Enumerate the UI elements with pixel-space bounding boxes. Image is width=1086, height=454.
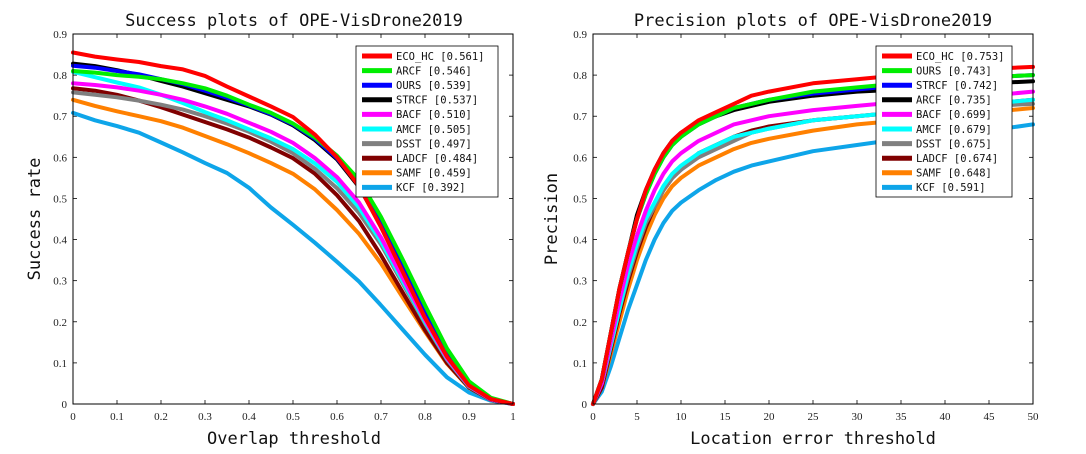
y-tick-label: 0.1 [573, 358, 587, 370]
x-axis-label: Location error threshold [690, 429, 936, 449]
x-tick-label: 45 [984, 411, 996, 423]
legend-entry: SAMF [0.459] [396, 168, 472, 180]
x-tick-label: 5 [634, 411, 640, 423]
x-tick-label: 0.8 [418, 411, 432, 423]
series-line [71, 110, 515, 406]
y-tick-label: 0.6 [573, 152, 587, 164]
x-tick-label: 40 [940, 411, 952, 423]
legend-entry: KCF [0.392] [396, 182, 466, 194]
chart-title: Success plots of OPE-VisDrone2019 [125, 11, 463, 31]
legend-entry: OURS [0.539] [396, 80, 472, 92]
legend-entry: BACF [0.510] [396, 109, 472, 121]
y-axis-label: Success rate [25, 158, 45, 281]
y-tick-label: 0.7 [53, 111, 67, 123]
y-tick-label: 0.8 [573, 70, 587, 82]
legend-entry: AMCF [0.505] [396, 124, 472, 136]
plot-frame [592, 33, 1034, 405]
x-tick-label: 0.2 [154, 411, 168, 423]
x-tick-label: 0.6 [330, 411, 344, 423]
y-ticks: 0 0.1 0.2 0.3 0.4 0.5 0.6 0.7 0.8 0.9 [53, 29, 513, 411]
x-tick-label: 25 [808, 411, 820, 423]
legend-entry: ARCF [0.735] [916, 95, 992, 107]
legend-entry: SAMF [0.648] [916, 168, 992, 180]
y-tick-label: 0.1 [53, 358, 67, 370]
x-tick-label: 15 [720, 411, 732, 423]
y-tick-label: 0 [582, 399, 588, 411]
y-ticks: 0 0.1 0.2 0.3 0.4 0.5 0.6 0.7 0.8 0.9 [573, 29, 1033, 411]
legend-entry: DSST [0.675] [916, 138, 992, 150]
success-plot: Success plots of OPE-VisDrone2019 Overla… [25, 11, 516, 449]
x-tick-label: 0 [70, 411, 76, 423]
legend-entry: OURS [0.743] [916, 65, 992, 77]
y-tick-label: 0.8 [53, 70, 67, 82]
legend-entry: STRCF [0.537] [396, 95, 478, 107]
x-tick-label: 1 [510, 411, 516, 423]
legend-entry: LADCF [0.484] [396, 153, 478, 165]
legend-entry: STRCF [0.742] [916, 80, 998, 92]
legend-entry: DSST [0.497] [396, 138, 472, 150]
series-lines [71, 50, 515, 406]
x-tick-label: 0 [590, 411, 596, 423]
legend-entry: BACF [0.699] [916, 109, 992, 121]
precision-plot: Precision plots of OPE-VisDrone2019 Loca… [542, 11, 1039, 449]
x-tick-label: 35 [896, 411, 908, 423]
x-tick-label: 0.3 [198, 411, 212, 423]
y-tick-label: 0.9 [53, 29, 67, 41]
legend: ECO_HC [0.561] ARCF [0.546] OURS [0.539] ST… [355, 45, 499, 198]
y-axis-label: Precision [542, 173, 562, 265]
y-tick-label: 0.2 [53, 317, 67, 329]
x-tick-label: 30 [852, 411, 864, 423]
x-tick-label: 20 [764, 411, 776, 423]
legend-entry: ARCF [0.546] [396, 65, 472, 77]
x-tick-label: 0.4 [242, 411, 256, 423]
legend-entry: ECO_HC [0.753] [916, 51, 1005, 63]
x-axis-label: Overlap threshold [207, 429, 381, 449]
y-tick-label: 0.7 [573, 111, 587, 123]
legend-entry: AMCF [0.679] [916, 124, 992, 136]
chart-title: Precision plots of OPE-VisDrone2019 [634, 11, 992, 31]
x-tick-label: 0.7 [374, 411, 388, 423]
y-tick-label: 0.5 [53, 193, 67, 205]
y-tick-label: 0.2 [573, 317, 587, 329]
x-tick-label: 0.1 [110, 411, 124, 423]
y-tick-label: 0.5 [573, 193, 587, 205]
y-tick-label: 0.3 [573, 276, 587, 288]
legend-entry: ECO_HC [0.561] [396, 51, 485, 63]
y-tick-label: 0.9 [573, 29, 587, 41]
x-tick-label: 50 [1028, 411, 1040, 423]
plot-frame [72, 33, 514, 405]
y-tick-label: 0 [62, 399, 68, 411]
x-tick-label: 0.9 [462, 411, 476, 423]
legend-entry: LADCF [0.674] [916, 153, 998, 165]
y-tick-label: 0.3 [53, 276, 67, 288]
x-ticks: 0 0.1 0.2 0.3 0.4 0.5 0.6 0.7 0.8 0.9 1 [70, 34, 516, 423]
x-tick-label: 10 [676, 411, 688, 423]
series-line [71, 69, 515, 406]
legend: ECO_HC [0.753] OURS [0.743] STRCF [0.742] A… [875, 45, 1013, 198]
y-tick-label: 0.4 [53, 235, 67, 247]
series-line [71, 50, 515, 406]
y-tick-label: 0.4 [573, 235, 587, 247]
x-tick-label: 0.5 [286, 411, 300, 423]
legend-entry: KCF [0.591] [916, 182, 986, 194]
y-tick-label: 0.6 [53, 152, 67, 164]
x-ticks: 0 5 10 15 20 25 30 35 40 45 50 [590, 34, 1039, 423]
